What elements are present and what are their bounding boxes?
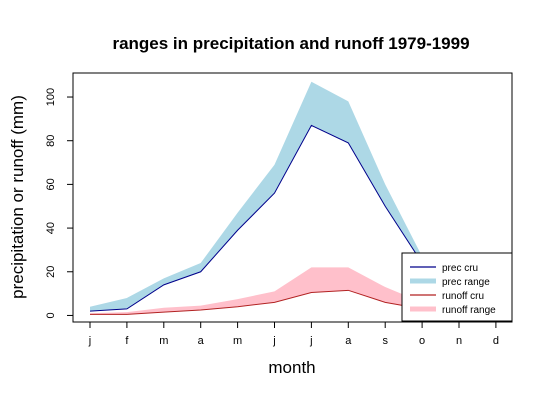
y-tick-label: 60 xyxy=(45,178,57,190)
x-tick-label: m xyxy=(159,335,168,347)
x-tick-label: m xyxy=(233,335,242,347)
chart-title: ranges in precipitation and runoff 1979-… xyxy=(112,34,469,53)
x-tick-label: o xyxy=(419,335,425,347)
x-tick-label: a xyxy=(198,335,205,347)
y-tick-label: 80 xyxy=(45,135,57,147)
y-tick-label: 20 xyxy=(45,266,57,278)
line-runoff-cru xyxy=(90,289,423,315)
x-tick-label: s xyxy=(382,335,388,347)
line-prec-cru xyxy=(89,124,423,312)
x-tick-label: n xyxy=(456,335,462,347)
x-tick-label: j xyxy=(309,335,312,347)
band-prec-range xyxy=(90,81,423,312)
x-tick-label: d xyxy=(493,335,499,347)
series-lines xyxy=(89,124,423,315)
legend-label: prec range xyxy=(442,277,490,288)
x-tick-label: a xyxy=(345,335,352,347)
y-tick-label: 100 xyxy=(45,88,57,106)
x-tick-label: f xyxy=(125,335,129,347)
band-runoff-range xyxy=(90,267,423,315)
range-bands xyxy=(90,81,423,315)
x-axis-label: month xyxy=(268,358,315,377)
x-tick-label: j xyxy=(88,335,91,347)
x-tick-label: j xyxy=(272,335,275,347)
y-tick-label: 0 xyxy=(45,312,57,318)
y-axis: 0 20 40 60 80 100 xyxy=(45,88,74,319)
legend-label: runoff range xyxy=(442,305,496,316)
legend: prec cru prec range runoff cru runoff range xyxy=(401,252,513,322)
y-tick-label: 40 xyxy=(45,222,57,234)
y-axis-label: precipitation or runoff (mm) xyxy=(8,95,27,299)
legend-label: runoff cru xyxy=(442,291,484,302)
legend-label: prec cru xyxy=(442,263,478,274)
